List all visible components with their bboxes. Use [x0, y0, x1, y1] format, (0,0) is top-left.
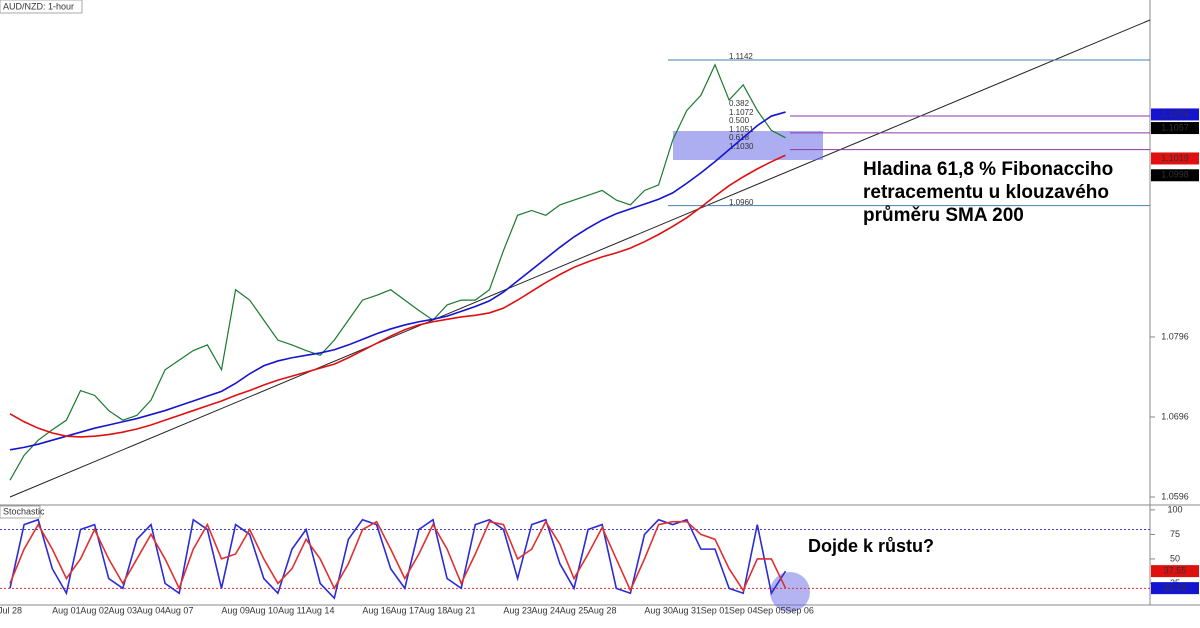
y-tick-label: 1.0796	[1161, 331, 1189, 341]
x-tick-label: Aug 04	[137, 605, 166, 615]
x-tick-label: Sep 06	[785, 605, 814, 615]
stoch-title: Stochastic	[3, 506, 45, 516]
zone-rectangle	[673, 131, 823, 160]
x-tick-label: Aug 17	[391, 605, 420, 615]
fib-value-label: 1.1072	[729, 108, 754, 117]
chart-title: AUD/NZD: 1-hour	[3, 1, 74, 11]
x-tick-label: Aug 18	[419, 605, 448, 615]
price-tag-label: 1.0998	[1161, 170, 1189, 180]
price-tag	[1151, 169, 1199, 182]
fib-ratio-label: 0.382	[729, 99, 750, 108]
price-tag-label: 20.19	[1164, 583, 1187, 593]
price-tag	[1151, 108, 1199, 121]
annotation: průměru SMA 200	[863, 205, 1024, 226]
series-line	[9, 111, 786, 451]
annotation: Hladina 61,8 % Fibonacciho	[863, 159, 1113, 180]
price-tag-label: 1.1019	[1161, 153, 1189, 163]
x-tick-label: Jul 28	[0, 605, 22, 615]
fib-ratio-label: 0.500	[729, 116, 750, 125]
y-tick-label: 75	[1170, 529, 1180, 539]
y-tick-label: 1.0596	[1161, 491, 1189, 501]
price-tag-label: 1.1074	[1161, 109, 1189, 119]
x-tick-label: Sep 04	[729, 605, 758, 615]
price-tag-label: 1.1057	[1161, 122, 1189, 132]
price-tag	[1151, 565, 1199, 578]
x-tick-label: Aug 09	[221, 605, 250, 615]
x-tick-label: Sep 05	[757, 605, 786, 615]
x-tick-label: Aug 25	[560, 605, 589, 615]
series-line	[9, 518, 787, 600]
title-box	[0, 0, 83, 14]
x-tick-label: Aug 30	[644, 605, 673, 615]
series-line	[9, 520, 787, 593]
x-tick-label: Sep 01	[701, 605, 730, 615]
series-line	[9, 154, 786, 438]
annotation: Dojde k růstu?	[808, 536, 934, 556]
x-tick-label: Aug 10	[250, 605, 279, 615]
fib-value-label: 1.1142	[729, 52, 753, 61]
series-line	[9, 63, 786, 481]
x-tick-label: Aug 11	[278, 605, 306, 615]
price-tag	[1151, 152, 1199, 165]
trend-line	[9, 19, 1151, 498]
y-tick-label: 100	[1167, 504, 1182, 514]
x-tick-label: Aug 21	[447, 605, 476, 615]
stoch-title-box	[0, 505, 41, 519]
x-tick-label: Aug 16	[362, 605, 391, 615]
fib-value-label: 1.0960	[729, 198, 754, 207]
x-tick-label: Aug 23	[503, 605, 532, 615]
x-tick-label: Aug 14	[306, 605, 335, 615]
annotation: retracementu u klouzavého	[863, 182, 1109, 203]
y-tick-label: 50	[1170, 553, 1180, 563]
x-tick-label: Aug 31	[673, 605, 702, 615]
highlight-circle	[770, 572, 810, 612]
price-tag	[1151, 122, 1199, 135]
x-tick-label: Aug 07	[165, 605, 194, 615]
price-tag-label: 37.55	[1164, 566, 1187, 576]
y-tick-label: 1.0696	[1161, 411, 1189, 421]
x-tick-label: Aug 01	[52, 605, 81, 615]
fib-ratio-label: 0.618	[729, 133, 750, 142]
x-tick-label: Aug 03	[109, 605, 138, 615]
x-tick-label: Aug 28	[588, 605, 617, 615]
x-tick-label: Aug 24	[532, 605, 561, 615]
fib-value-label: 1.1051	[729, 125, 754, 134]
price-tag	[1151, 582, 1199, 595]
x-tick-label: Aug 02	[80, 605, 109, 615]
fib-value-label: 1.1030	[729, 142, 754, 151]
